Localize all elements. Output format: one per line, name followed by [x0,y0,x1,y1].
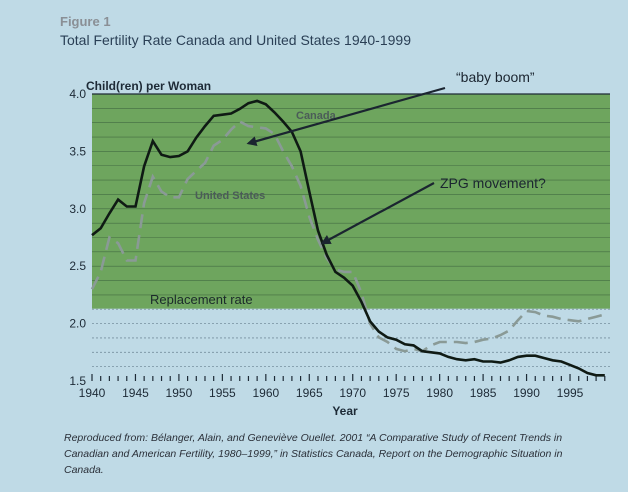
x-tick-label: 1945 [122,386,149,400]
y-tick-label: 3.5 [69,144,86,158]
x-tick-label: 1950 [166,386,193,400]
chart-title: Total Fertility Rate Canada and United S… [60,32,411,48]
x-tick-label: 1995 [557,386,584,400]
series-canada-line [91,99,605,377]
x-axis-label: Year [332,404,358,418]
figure-label: Figure 1 [60,14,111,29]
baby-boom-annotation: “baby boom” [456,69,535,85]
series-united-states-label: United States [195,190,265,202]
y-axis-label: Child(ren) per Woman [86,79,211,93]
y-tick-label: 2.0 [69,317,86,331]
y-axis-ticks: 1.5 2.0 2.5 3.0 3.5 4.0 [69,87,86,388]
x-axis-ticks: 1940 1945 1950 1955 1960 1965 1970 1975 1980 1985… [79,386,584,400]
x-tick-label: 1970 [339,386,366,400]
series-canada-label: Canada [296,110,337,122]
x-tick-label: 1940 [79,386,106,400]
replacement-rate-label: Replacement rate [150,292,253,307]
y-tick-label: 2.5 [69,259,86,273]
source-caption: Reproduced from: Bélanger, Alain, and Ge… [64,432,563,476]
x-tick-label: 1955 [209,386,236,400]
minor-ticks [91,374,606,381]
gridlines [92,108,610,368]
y-tick-label: 4.0 [69,87,86,101]
x-tick-label: 1980 [426,386,453,400]
x-tick-label: 1990 [513,386,540,400]
baby-boom-arrow [246,86,446,147]
x-tick-label: 1975 [383,386,410,400]
x-tick-label: 1965 [296,386,323,400]
x-tick-label: 1960 [252,386,279,400]
x-tick-label: 1985 [470,386,497,400]
zpg-annotation: ZPG movement? [440,175,546,191]
y-tick-label: 3.0 [69,202,86,216]
y-tick-label: 1.5 [69,374,86,388]
zpg-arrow [320,182,435,245]
replacement-band [92,94,610,309]
series-united-states-line [90,120,606,353]
